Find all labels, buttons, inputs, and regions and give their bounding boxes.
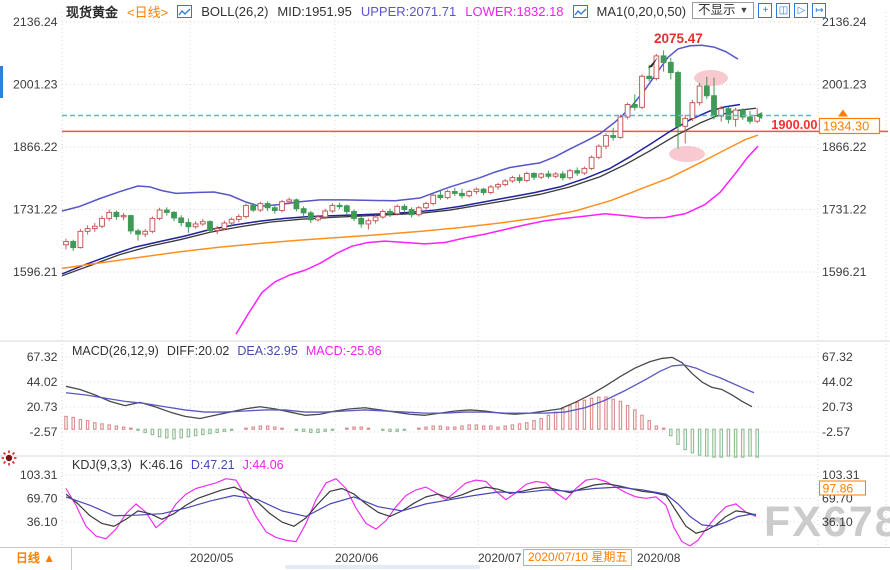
axis-label: 67.32 xyxy=(27,350,58,364)
kdj-d-line xyxy=(65,486,756,527)
axis-label: 1731.22 xyxy=(13,203,58,217)
highlight-ellipse xyxy=(669,146,705,162)
price-up-triangle-icon xyxy=(838,109,848,117)
axis-label: 2001.23 xyxy=(13,78,58,92)
boll-mid-value: MID:1951.95 xyxy=(277,4,352,19)
ma-chart-icon[interactable] xyxy=(572,5,588,18)
zoom-window-icon[interactable]: ◫ xyxy=(776,3,791,18)
axis-label: -2.57 xyxy=(822,425,850,439)
left-edge-marker[interactable] xyxy=(0,66,3,98)
indicator-settings-sun-icon[interactable] xyxy=(1,450,17,466)
boll-mid-line xyxy=(61,103,741,275)
chevron-down-icon: ▼ xyxy=(739,5,749,15)
kdj-header: KDJ(9,3,3) K:46.16 D:47.21 J:44.06 xyxy=(72,458,284,472)
boll-lower-value: LOWER:1832.18 xyxy=(465,4,564,19)
peak-arrow-icon xyxy=(648,57,658,68)
horizontal-scrollbar[interactable] xyxy=(285,565,480,569)
axis-label: 44.02 xyxy=(822,375,853,389)
current-price-label: 1934.30 xyxy=(823,118,869,133)
time-axis-bar: 日线 ▲ 2020/05 2020/06 2020/07 2020/07/10 … xyxy=(0,547,890,570)
axis-label: 36.10 xyxy=(27,515,58,529)
watermark: FX678 xyxy=(764,498,890,546)
display-mode-dropdown[interactable]: 不显示 ▼ xyxy=(692,2,755,19)
ma50-line xyxy=(61,134,759,270)
macd-diff-line xyxy=(65,356,753,420)
axis-label: 103.31 xyxy=(20,468,58,482)
date-label: 2020/05 xyxy=(190,551,234,565)
current-price-box xyxy=(818,117,881,135)
axis-label: -2.57 xyxy=(29,425,57,439)
axis-label: 1596.21 xyxy=(13,265,58,279)
axis-label: 69.70 xyxy=(27,492,58,506)
axis-label: 67.32 xyxy=(822,350,853,364)
axis-label: 44.02 xyxy=(27,375,58,389)
axis-label: 103.31 xyxy=(822,468,860,482)
kdj-mark-box xyxy=(819,480,866,496)
macd-hist-value: MACD:-25.86 xyxy=(305,344,382,358)
axis-label: 1866.22 xyxy=(822,140,867,154)
kdj-d-value: D:47.21 xyxy=(190,458,235,472)
macd-header: MACD(26,12,9) DIFF:20.02 DEA:32.95 MACD:… xyxy=(72,344,382,358)
axis-label: 2136.24 xyxy=(822,15,867,29)
peak-price-label: 2075.47 xyxy=(654,31,703,46)
axis-label: 2001.23 xyxy=(822,78,867,92)
macd-name: MACD(26,12,9) xyxy=(72,344,159,358)
date-label: 2020/06 xyxy=(335,551,379,565)
axis-label: 1866.22 xyxy=(13,140,58,154)
ma-label: MA1(0,20,0,50) xyxy=(596,4,687,19)
boll-chart-icon[interactable] xyxy=(177,5,193,18)
boll-label: BOLL(26,2) xyxy=(201,4,269,19)
axis-label: 1731.22 xyxy=(822,203,867,217)
axis-label: 36.10 xyxy=(822,515,853,529)
collapse-right-icon[interactable]: ↦ xyxy=(812,3,827,18)
kdj-name: KDJ(9,3,3) xyxy=(72,458,132,472)
candlestick-series xyxy=(63,50,761,251)
axis-label: 2136.24 xyxy=(13,15,58,29)
play-right-icon[interactable]: ▷ xyxy=(794,3,809,18)
date-label: 2020/07 xyxy=(478,551,522,565)
pan-crosshair-icon[interactable]: + xyxy=(758,3,773,18)
macd-histogram xyxy=(64,396,759,458)
period-label: <日线> xyxy=(127,5,169,20)
axis-label: 20.73 xyxy=(822,400,853,414)
kdj-j-value: J:44.06 xyxy=(242,458,284,472)
ma20-line xyxy=(61,107,757,277)
boll-upper-value: UPPER:2071.71 xyxy=(360,4,457,19)
header-bar: 现货黄金 <日线> BOLL(26,2) MID:1951.95 UPPER:2… xyxy=(66,2,722,21)
toolbar: 不显示 ▼ + ◫ ▷ ↦ xyxy=(692,2,827,19)
symbol-title: 现货黄金 xyxy=(66,5,119,20)
kdj-k-value: K:46.16 xyxy=(139,458,183,472)
kdj-j-line xyxy=(65,478,757,547)
dropdown-label: 不显示 xyxy=(698,3,736,17)
crosshair-date-label: 2020/07/10 星期五 xyxy=(523,549,633,566)
macd-diff-value: DIFF:20.02 xyxy=(166,344,230,358)
axis-label: 1596.21 xyxy=(822,265,867,279)
highlight-ellipse xyxy=(694,70,728,86)
macd-dea-line xyxy=(65,364,755,414)
period-selector[interactable]: 日线 ▲ xyxy=(0,548,72,570)
date-label: 2020/08 xyxy=(637,551,681,565)
axis-label: 20.73 xyxy=(27,400,58,414)
kdj-k-line xyxy=(65,483,757,534)
last-price-marker xyxy=(755,111,763,119)
macd-dea-value: DEA:32.95 xyxy=(237,344,298,358)
kdj-mark-value: 97.86 xyxy=(823,482,854,496)
boll-lower-line xyxy=(235,145,759,335)
alert-price-label: 1900.00 xyxy=(771,117,817,132)
